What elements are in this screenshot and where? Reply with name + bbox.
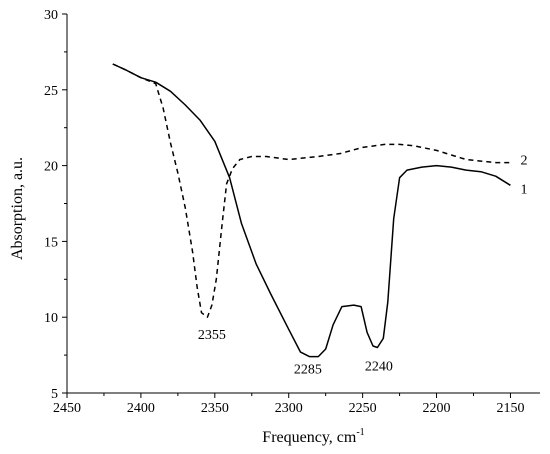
x-tick-label: 2350	[201, 401, 229, 416]
y-tick-label: 20	[44, 160, 58, 175]
peak-annotation: 2355	[198, 328, 226, 343]
y-tick-label: 10	[44, 311, 58, 326]
x-tick-label: 2150	[496, 401, 524, 416]
series-label-1: 1	[520, 182, 527, 197]
y-ticks: 5 10 15 20 25 30	[44, 8, 67, 402]
x-axis-title: Frequency, cm-1	[262, 427, 364, 446]
x-axis-title-text: Frequency, cm	[262, 429, 357, 446]
y-tick-label: 30	[44, 8, 58, 23]
y-axis-title: Absorption, a.u.	[9, 157, 26, 260]
y-tick-label: 25	[44, 84, 58, 99]
y-tick-label: 5	[51, 387, 58, 402]
x-tick-label: 2250	[349, 401, 377, 416]
annotation-layer: 2355 2285 2240	[198, 328, 393, 378]
x-axis-title-superscript: -1	[356, 427, 364, 438]
x-tick-label: 2300	[275, 401, 303, 416]
peak-annotation: 2240	[365, 360, 393, 375]
peak-annotation: 2285	[294, 363, 322, 378]
series-line-1	[112, 63, 511, 358]
x-tick-label: 2200	[423, 401, 451, 416]
x-ticks: 2450 2400 2350 2300 2250 2200 2150	[53, 393, 524, 416]
x-tick-label: 2450	[53, 401, 81, 416]
x-tick-label: 2400	[127, 401, 155, 416]
series-line-2	[112, 63, 511, 318]
series-label-2: 2	[520, 154, 527, 169]
y-tick-label: 15	[44, 235, 58, 250]
series-layer: 12	[112, 63, 527, 358]
